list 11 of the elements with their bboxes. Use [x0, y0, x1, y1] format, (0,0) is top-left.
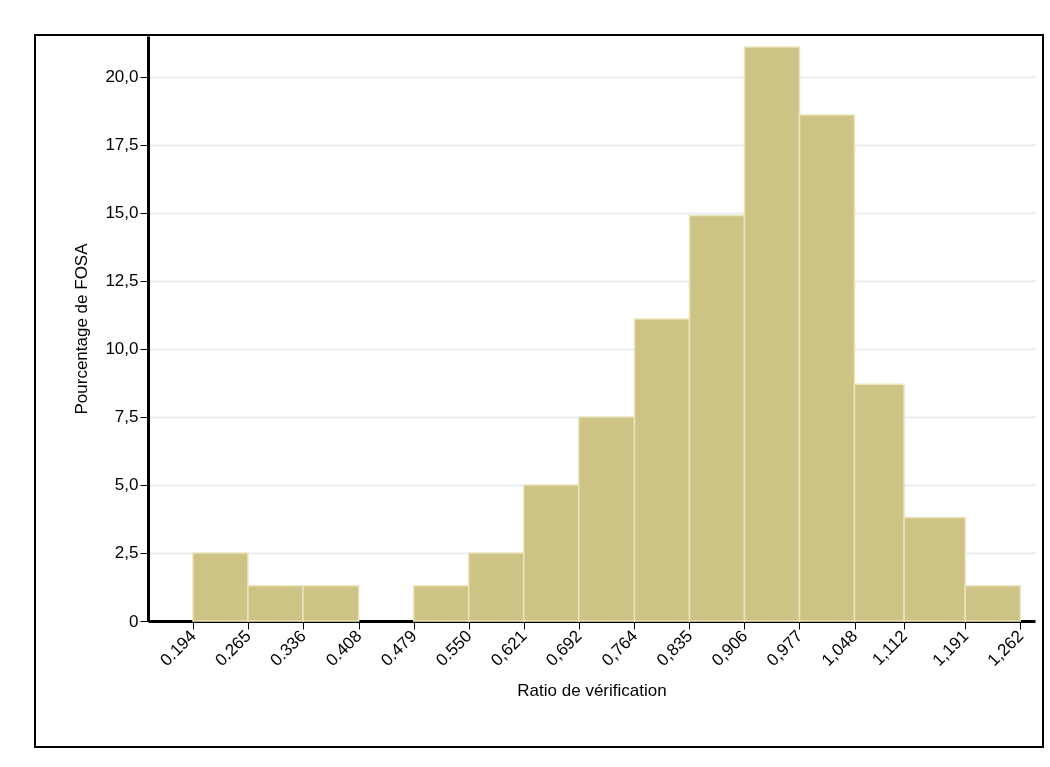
y-tick-label: 5,0: [114, 475, 139, 495]
y-axis-title: Pourcentage de FOSA: [72, 242, 92, 415]
y-tick-label: 20,0: [105, 67, 139, 87]
y-tick-label: 12,5: [105, 271, 139, 291]
y-tick-label: 17,5: [105, 135, 139, 155]
y-tick-label: 2,5: [114, 543, 139, 563]
y-tick-label: 15,0: [105, 203, 139, 223]
x-axis-title: Ratio de vérification: [517, 681, 667, 701]
y-tick-label: 0: [129, 611, 139, 631]
y-tick-label: 7,5: [114, 407, 139, 427]
y-tick-label: 10,0: [105, 339, 139, 359]
